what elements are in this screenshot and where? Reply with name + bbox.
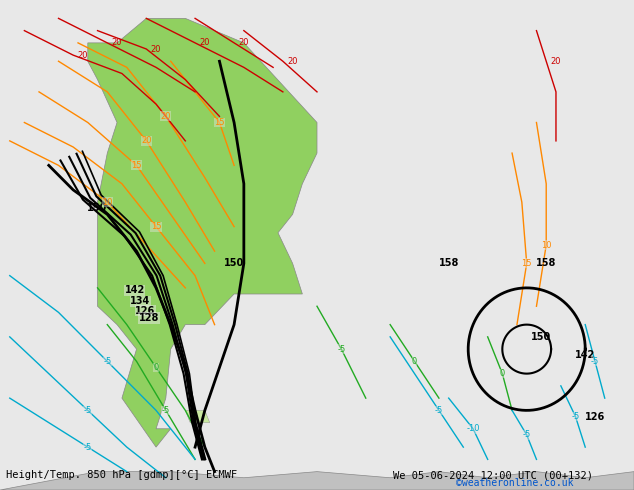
Text: 0: 0 xyxy=(153,363,158,372)
Text: 15: 15 xyxy=(214,118,224,127)
Text: -5: -5 xyxy=(103,357,112,366)
Text: -5: -5 xyxy=(84,406,92,415)
Text: 126: 126 xyxy=(135,306,155,316)
Polygon shape xyxy=(87,18,317,447)
Text: -5: -5 xyxy=(571,412,579,421)
Text: 142: 142 xyxy=(124,285,145,295)
Text: 20: 20 xyxy=(112,38,122,48)
Text: 134: 134 xyxy=(131,296,151,306)
Polygon shape xyxy=(0,471,634,490)
Text: 10: 10 xyxy=(541,241,552,249)
Text: 20: 20 xyxy=(287,57,298,66)
Text: 128: 128 xyxy=(139,313,159,323)
Text: 15: 15 xyxy=(521,259,532,268)
Text: 20: 20 xyxy=(141,136,152,146)
Text: 0: 0 xyxy=(500,369,505,378)
Text: 20: 20 xyxy=(160,112,171,121)
Text: 15: 15 xyxy=(151,222,161,231)
Text: Height/Temp. 850 hPa [gdmp][°C] ECMWF: Height/Temp. 850 hPa [gdmp][°C] ECMWF xyxy=(6,470,238,480)
Text: 15: 15 xyxy=(131,161,142,170)
Text: 0: 0 xyxy=(412,357,417,366)
Polygon shape xyxy=(185,411,210,422)
Text: We 05-06-2024 12:00 UTC (00+132): We 05-06-2024 12:00 UTC (00+132) xyxy=(393,470,593,480)
Text: 158: 158 xyxy=(439,258,459,269)
Text: 150: 150 xyxy=(87,203,108,213)
Text: ©weatheronline.co.uk: ©weatheronline.co.uk xyxy=(456,478,574,488)
Text: 20: 20 xyxy=(238,38,249,48)
Text: 20: 20 xyxy=(551,57,561,66)
Text: -5: -5 xyxy=(522,430,531,440)
Text: -5: -5 xyxy=(337,344,346,354)
Text: -5: -5 xyxy=(591,357,599,366)
Text: -5: -5 xyxy=(162,406,170,415)
Text: 20: 20 xyxy=(77,50,88,60)
Text: 142: 142 xyxy=(575,350,595,360)
Text: 126: 126 xyxy=(585,412,605,421)
Text: 20: 20 xyxy=(151,45,161,53)
Text: 20: 20 xyxy=(200,38,210,48)
Text: 10: 10 xyxy=(102,197,113,207)
Text: 150: 150 xyxy=(224,258,244,269)
Text: 158: 158 xyxy=(536,258,557,269)
Text: 150: 150 xyxy=(531,332,552,342)
Text: -10: -10 xyxy=(467,424,480,433)
Text: -5: -5 xyxy=(435,406,443,415)
Text: -5: -5 xyxy=(84,442,92,452)
